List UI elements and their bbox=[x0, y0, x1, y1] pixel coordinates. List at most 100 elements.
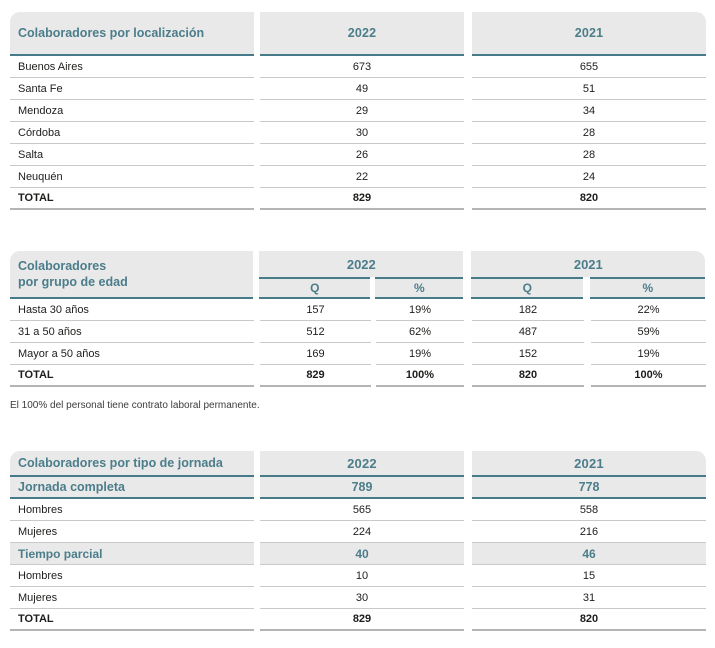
cell-q-2022: 829 bbox=[260, 365, 371, 387]
column-gap bbox=[464, 299, 472, 321]
table-row: Mujeres 30 31 bbox=[10, 587, 706, 609]
year-title-row: 2022 2021 bbox=[259, 251, 706, 277]
row-label: Buenos Aires bbox=[10, 56, 254, 78]
row-label: Jornada completa bbox=[10, 477, 254, 499]
cell-2021: 28 bbox=[472, 122, 706, 144]
cell-2022: 22 bbox=[260, 166, 464, 188]
cell-2022: 29 bbox=[260, 100, 464, 122]
column-gap bbox=[584, 299, 591, 321]
row-label: TOTAL bbox=[10, 188, 254, 210]
year-header-group: 2022 2021 Q % Q % bbox=[259, 251, 706, 299]
table-row: Hombres 10 15 bbox=[10, 565, 706, 587]
table-header-row: Colaboradores por grupo de edad 2022 202… bbox=[10, 251, 706, 299]
table-row-total: TOTAL 829 820 bbox=[10, 609, 706, 631]
cell-2022: 565 bbox=[260, 499, 464, 521]
table-title-line2: por grupo de edad bbox=[18, 275, 128, 289]
table-row: Santa Fe 49 51 bbox=[10, 78, 706, 100]
column-gap bbox=[464, 521, 472, 543]
cell-q-2022: 157 bbox=[260, 299, 371, 321]
subheader-pct-2022: % bbox=[375, 277, 464, 299]
table-row-jornada-completa: Jornada completa 789 778 bbox=[10, 477, 706, 499]
column-header-2021: 2021 bbox=[472, 12, 706, 56]
column-gap bbox=[464, 321, 472, 343]
row-label: Mujeres bbox=[10, 587, 254, 609]
cell-2022: 829 bbox=[260, 609, 464, 631]
table-row-total: TOTAL 829 100% 820 100% bbox=[10, 365, 706, 387]
table-row: Mayor a 50 años 169 19% 152 19% bbox=[10, 343, 706, 365]
column-gap bbox=[464, 12, 472, 56]
column-header-2022: 2022 bbox=[260, 451, 464, 477]
cell-q-2022: 169 bbox=[260, 343, 371, 365]
row-label: 31 a 50 años bbox=[10, 321, 254, 343]
table-row: Mendoza 29 34 bbox=[10, 100, 706, 122]
row-label: Neuquén bbox=[10, 166, 254, 188]
cell-2022: 10 bbox=[260, 565, 464, 587]
column-gap bbox=[464, 609, 472, 631]
table-row-tiempo-parcial: Tiempo parcial 40 46 bbox=[10, 543, 706, 565]
column-gap bbox=[464, 166, 472, 188]
row-label: TOTAL bbox=[10, 609, 254, 631]
table-title: Colaboradores por localización bbox=[10, 12, 254, 56]
table-row: Hasta 30 años 157 19% 182 22% bbox=[10, 299, 706, 321]
cell-2022: 26 bbox=[260, 144, 464, 166]
table-row: Buenos Aires 673 655 bbox=[10, 56, 706, 78]
column-gap bbox=[464, 56, 472, 78]
row-label: Córdoba bbox=[10, 122, 254, 144]
report-page: Colaboradores por localización 2022 2021… bbox=[10, 12, 706, 631]
cell-q-2021: 820 bbox=[472, 365, 584, 387]
table-title: Colaboradores por tipo de jornada bbox=[10, 451, 254, 477]
table-colaboradores-por-localizacion: Colaboradores por localización 2022 2021… bbox=[10, 12, 706, 210]
cell-2022: 829 bbox=[260, 188, 464, 210]
table-row: Córdoba 30 28 bbox=[10, 122, 706, 144]
column-gap bbox=[464, 565, 472, 587]
column-header-2021: 2021 bbox=[471, 251, 706, 277]
row-label: Hasta 30 años bbox=[10, 299, 254, 321]
row-label: Tiempo parcial bbox=[10, 543, 254, 565]
cell-2021: 820 bbox=[472, 609, 706, 631]
column-gap bbox=[464, 343, 472, 365]
column-gap bbox=[464, 365, 472, 387]
cell-pct-2022: 19% bbox=[376, 299, 464, 321]
cell-2022: 40 bbox=[260, 543, 464, 565]
cell-q-2022: 512 bbox=[260, 321, 371, 343]
cell-q-2021: 182 bbox=[472, 299, 584, 321]
column-gap bbox=[463, 251, 471, 277]
row-label: Mayor a 50 años bbox=[10, 343, 254, 365]
subheader-row: Q % Q % bbox=[259, 277, 706, 299]
row-label: Hombres bbox=[10, 565, 254, 587]
column-gap bbox=[584, 365, 591, 387]
cell-2021: 15 bbox=[472, 565, 706, 587]
column-header-2021: 2021 bbox=[472, 451, 706, 477]
column-gap bbox=[464, 188, 472, 210]
cell-2022: 673 bbox=[260, 56, 464, 78]
cell-2021: 51 bbox=[472, 78, 706, 100]
cell-pct-2022: 19% bbox=[376, 343, 464, 365]
cell-q-2021: 487 bbox=[472, 321, 584, 343]
cell-pct-2022: 100% bbox=[376, 365, 464, 387]
column-gap bbox=[584, 321, 591, 343]
table-colaboradores-por-tipo-de-jornada: Colaboradores por tipo de jornada 2022 2… bbox=[10, 451, 706, 631]
cell-2022: 224 bbox=[260, 521, 464, 543]
cell-2021: 655 bbox=[472, 56, 706, 78]
cell-pct-2021: 22% bbox=[591, 299, 706, 321]
cell-2022: 49 bbox=[260, 78, 464, 100]
cell-pct-2021: 100% bbox=[591, 365, 706, 387]
row-label: Salta bbox=[10, 144, 254, 166]
column-gap bbox=[464, 122, 472, 144]
table-title-line1: Colaboradores bbox=[18, 258, 107, 273]
table-header-row: Colaboradores por tipo de jornada 2022 2… bbox=[10, 451, 706, 477]
cell-2021: 46 bbox=[472, 543, 706, 565]
cell-2021: 24 bbox=[472, 166, 706, 188]
column-header-2022: 2022 bbox=[260, 12, 464, 56]
column-gap bbox=[463, 277, 471, 299]
row-label: Mujeres bbox=[10, 521, 254, 543]
row-label: TOTAL bbox=[10, 365, 254, 387]
column-gap bbox=[464, 451, 472, 477]
subheader-q-2021: Q bbox=[471, 277, 584, 299]
cell-pct-2021: 59% bbox=[591, 321, 706, 343]
column-header-2022: 2022 bbox=[259, 251, 464, 277]
column-gap bbox=[464, 144, 472, 166]
cell-2021: 558 bbox=[472, 499, 706, 521]
cell-2021: 31 bbox=[472, 587, 706, 609]
table-header-row: Colaboradores por localización 2022 2021 bbox=[10, 12, 706, 56]
